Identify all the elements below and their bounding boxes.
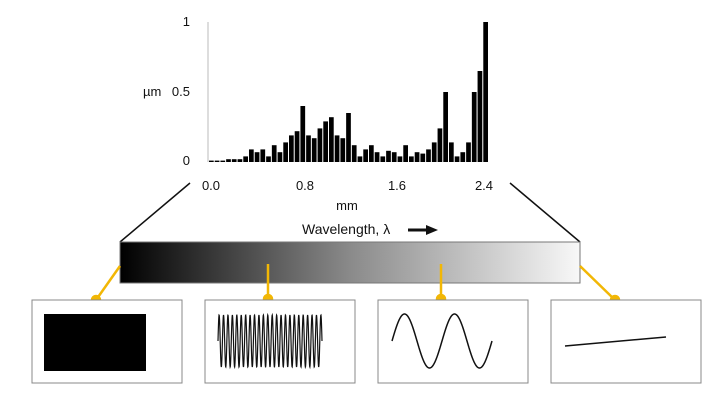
bar <box>454 156 460 162</box>
bar <box>397 156 403 162</box>
bar <box>294 131 300 162</box>
bar <box>271 145 277 162</box>
dense-wave-icon <box>44 314 146 371</box>
bar <box>311 138 317 162</box>
wavelength-label: Wavelength, λ <box>302 221 390 237</box>
bar <box>466 142 471 162</box>
bar <box>260 149 266 162</box>
bar <box>317 128 323 162</box>
bar <box>266 156 271 162</box>
bar <box>340 138 346 162</box>
bar <box>243 156 248 162</box>
x-tick-label: 0.0 <box>202 178 220 193</box>
bar <box>431 142 437 162</box>
panel-short-wavelength <box>204 299 356 384</box>
bar <box>471 92 477 162</box>
y-tick-label: 0 <box>183 153 190 168</box>
bar <box>449 142 454 162</box>
bar <box>209 160 214 162</box>
bar <box>283 142 288 162</box>
bar <box>483 22 488 162</box>
bar <box>426 149 431 162</box>
bar <box>329 117 334 162</box>
bar <box>363 149 368 162</box>
bar <box>443 92 448 162</box>
bar <box>249 149 254 162</box>
zoom-line-right <box>509 182 581 243</box>
bar <box>289 135 294 162</box>
bar <box>237 159 243 162</box>
bar <box>346 113 351 162</box>
sine-wave-icon <box>391 313 493 369</box>
bar <box>277 152 283 162</box>
x-tick-label: 1.6 <box>388 178 406 193</box>
x-tick-label: 2.4 <box>475 178 493 193</box>
bar <box>220 160 226 162</box>
bar <box>369 145 374 162</box>
bar <box>254 152 260 162</box>
bar <box>409 156 414 162</box>
panel-long-wavelength <box>550 299 702 384</box>
bar <box>323 121 328 162</box>
bar <box>420 153 426 162</box>
high-frequency-wave-icon <box>217 312 323 370</box>
panel-very-short-wavelength <box>31 299 183 384</box>
bar <box>386 150 391 162</box>
bar <box>300 106 306 162</box>
y-tick-label: 1 <box>183 14 190 29</box>
wavelength-gradient-bar <box>119 241 581 284</box>
histogram-chart: 1 0.5 0 µm 0.0 0.8 1.6 2.4 mm <box>143 14 493 213</box>
bar <box>226 159 231 162</box>
x-axis-label: mm <box>336 198 358 213</box>
flat-wave-icon <box>564 336 667 347</box>
bar <box>414 152 420 162</box>
bar <box>437 128 443 162</box>
y-axis-label: µm <box>143 84 161 99</box>
bar <box>306 135 311 162</box>
bar <box>351 145 357 162</box>
bar <box>403 145 408 162</box>
bar <box>460 152 466 162</box>
zoom-line-left <box>119 182 191 243</box>
bar <box>380 156 386 162</box>
x-tick-label: 0.8 <box>296 178 314 193</box>
bar <box>374 152 380 162</box>
bar <box>391 152 397 162</box>
y-tick-label: 0.5 <box>172 84 190 99</box>
bar <box>357 156 363 162</box>
bar <box>231 159 237 162</box>
bar <box>477 71 483 162</box>
bar <box>214 160 220 162</box>
bar <box>334 135 340 162</box>
panel-medium-wavelength <box>377 299 529 384</box>
arrow-right-icon <box>408 225 438 235</box>
